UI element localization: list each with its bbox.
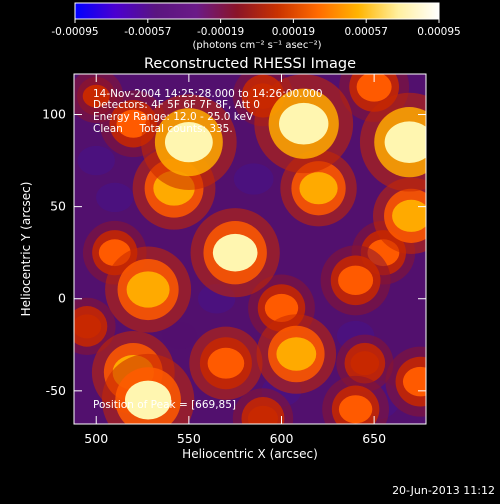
heatmap-source <box>402 366 426 397</box>
colorbar-units-label: (photons cm⁻² s⁻¹ asec⁻²) <box>192 40 321 51</box>
heatmap-source-negative <box>233 163 274 195</box>
chart-title: Reconstructed RHESSI Image <box>144 56 356 72</box>
heatmap-source-negative <box>77 145 115 176</box>
footer-timestamp: 20-Jun-2013 11:12 <box>392 484 495 497</box>
annotation-energy-range: Energy Range: 12.0 - 25.0 keV <box>93 111 254 123</box>
y-tick-label: 0 <box>58 291 66 306</box>
heatmap-source <box>338 395 373 424</box>
colorbar-tick-label: 0.00057 <box>344 26 387 38</box>
heatmap-source <box>338 265 374 296</box>
heatmap-source <box>125 380 172 420</box>
colorbar-tick-label: -0.00019 <box>197 26 244 38</box>
heatmap-source <box>116 109 150 138</box>
x-tick-label: 600 <box>270 431 294 446</box>
colorbar-tick-label: -0.00057 <box>124 26 171 38</box>
y-axis-label: Heliocentric Y (arcsec) <box>19 182 33 317</box>
annotation-clean-counts: Clean Total counts: 335. <box>93 123 233 135</box>
heatmap-source <box>164 122 213 163</box>
x-axis-label: Heliocentric X (arcsec) <box>182 447 318 461</box>
colorbar <box>74 2 440 20</box>
axis-ticks: 500 550 600 650 -50 0 50 100 <box>42 74 426 446</box>
y-tick-label: 100 <box>42 107 66 122</box>
annotation-block: 14-Nov-2004 14:25:28.000 to 14:26:00.000… <box>93 88 323 135</box>
x-tick-label: 500 <box>84 431 108 446</box>
heatmap-source <box>126 271 170 308</box>
heatmap-source <box>276 337 317 371</box>
annotation-peak-position: Position of Peak = [669,85] <box>93 399 236 411</box>
x-tick-label: 650 <box>362 431 386 446</box>
heatmap-source <box>82 84 110 108</box>
y-tick-label: 50 <box>50 199 66 214</box>
heatmap-source <box>207 347 245 379</box>
heatmap-source <box>279 102 329 145</box>
heatmap-source <box>247 405 279 424</box>
plot-frame <box>73 73 427 425</box>
y-tick-label: -50 <box>46 383 66 398</box>
heatmap-sources <box>74 74 426 424</box>
heatmap-source <box>299 172 338 205</box>
heatmap-source <box>212 233 258 272</box>
heatmap-source-negative <box>96 182 134 213</box>
heatmap-source <box>392 199 426 232</box>
heatmap-source <box>74 314 102 339</box>
x-tick-label: 550 <box>177 431 201 446</box>
heatmap-source <box>384 121 426 163</box>
colorbar-tick-label: -0.00095 <box>51 26 98 38</box>
colorbar-tick-label: 0.00019 <box>272 26 315 38</box>
heatmap-source <box>356 74 392 102</box>
annotation-detectors: Detectors: 4F 5F 6F 7F 8F, Att 0 <box>93 99 260 111</box>
heatmap-source-negative <box>162 321 198 350</box>
heatmap-area <box>74 74 426 424</box>
colorbar-ticks: -0.00095 -0.00057 -0.00019 0.00019 0.00057 0.… <box>51 19 461 38</box>
annotation-time-range: 14-Nov-2004 14:25:28.000 to 14:26:00.000 <box>93 88 323 100</box>
colorbar-tick-label: 0.00095 <box>417 26 460 38</box>
heatmap-source <box>350 351 380 376</box>
